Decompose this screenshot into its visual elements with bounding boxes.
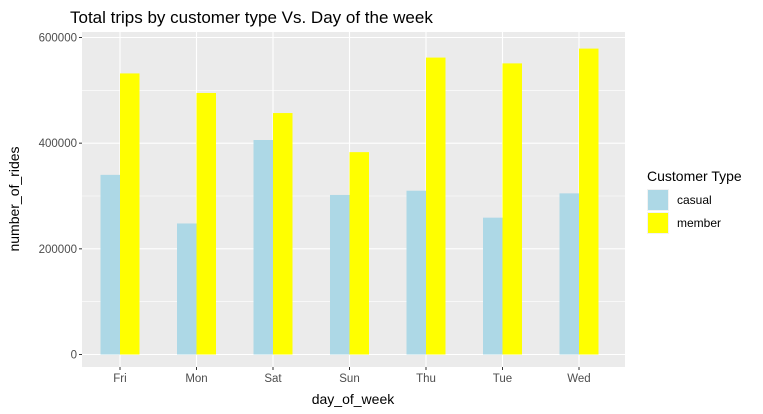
y-axis-title: number_of_rides: [6, 146, 22, 251]
x-tick-label: Wed: [567, 373, 590, 385]
x-axis-title: day_of_week: [312, 391, 396, 407]
bar-member-sun: [349, 152, 369, 355]
bar-casual-tue: [483, 217, 503, 355]
x-tick-label: Sun: [339, 373, 359, 385]
y-tick-label: 400000: [39, 138, 77, 150]
bar-member-sat: [273, 113, 293, 355]
bar-casual-sat: [253, 139, 273, 355]
bar-casual-fri: [100, 174, 120, 355]
bar-member-tue: [502, 63, 522, 355]
bar-casual-wed: [559, 193, 579, 355]
y-axis-ticks: 0 200000 400000 600000: [39, 33, 82, 362]
legend-label-casual: casual: [677, 193, 712, 207]
x-tick-label: Fri: [113, 373, 126, 385]
x-tick-label: Tue: [493, 373, 512, 385]
legend-label-member: member: [677, 216, 721, 230]
legend-title: Customer Type: [647, 168, 742, 184]
legend: Customer Type casual member: [647, 168, 742, 234]
legend-swatch-member: [648, 213, 668, 233]
y-tick-label: 0: [71, 350, 77, 362]
y-tick-label: 200000: [39, 244, 77, 256]
bar-casual-thu: [406, 190, 426, 355]
x-tick-label: Thu: [416, 373, 436, 385]
x-tick-label: Mon: [185, 373, 207, 385]
bar-member-wed: [579, 48, 599, 355]
chart-title: Total trips by customer type Vs. Day of …: [70, 8, 433, 27]
y-tick-label: 600000: [39, 33, 77, 45]
x-axis-ticks: Fri Mon Sat Sun Thu Tue Wed: [113, 367, 591, 385]
bar-casual-sun: [330, 194, 350, 355]
bars: [100, 48, 599, 355]
x-tick-label: Sat: [264, 373, 282, 385]
bar-member-thu: [426, 57, 446, 355]
legend-swatch-casual: [648, 190, 668, 210]
bar-member-fri: [120, 73, 140, 355]
bar-member-mon: [196, 92, 216, 355]
bar-casual-mon: [177, 223, 197, 355]
